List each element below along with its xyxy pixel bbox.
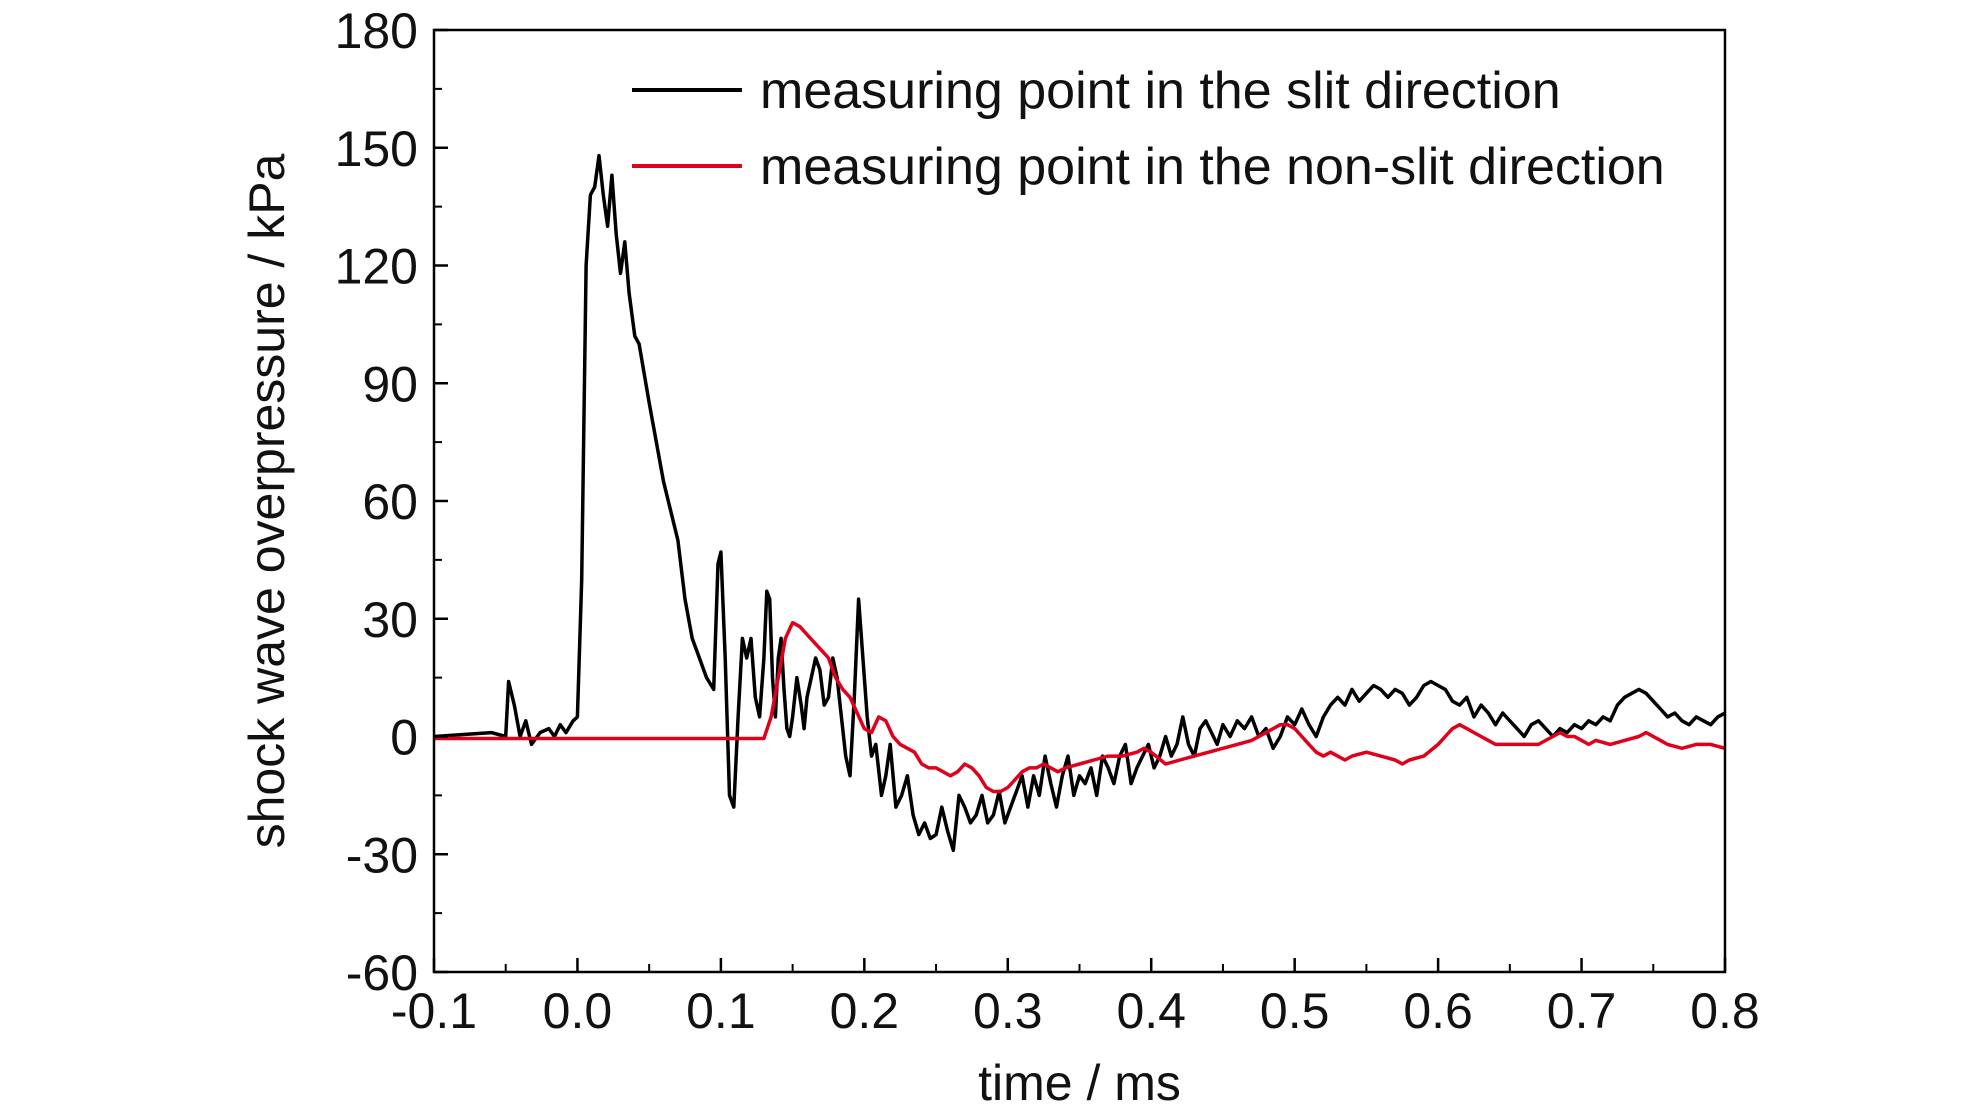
x-axis-title: time / ms <box>978 1055 1181 1110</box>
x-axis-ticks: -0.1 0.0 0.1 0.2 0.3 0.4 0.5 0.6 0.7 0.8 <box>391 958 1760 1039</box>
y-tick-label: 90 <box>362 356 418 412</box>
y-tick-label: 60 <box>362 474 418 530</box>
y-axis-ticks: -60 -30 0 30 60 90 120 150 180 <box>335 3 448 1001</box>
x-tick-label: 0.2 <box>830 983 900 1039</box>
series-line-2 <box>434 620 1725 794</box>
y-tick-label: 180 <box>335 3 418 59</box>
x-tick-label: 0.7 <box>1547 983 1617 1039</box>
y-tick-label: -30 <box>346 827 418 883</box>
x-tick-label: -0.1 <box>391 983 477 1039</box>
x-tick-label: 0.8 <box>1690 983 1760 1039</box>
y-tick-label: 150 <box>335 121 418 177</box>
y-tick-label: -60 <box>346 945 418 1001</box>
legend-label-2: measuring point in the non-slit directio… <box>760 138 1665 196</box>
x-tick-label: 0.1 <box>686 983 756 1039</box>
x-tick-label: 0.4 <box>1116 983 1186 1039</box>
y-tick-label: 0 <box>390 710 418 766</box>
y-tick-label: 30 <box>362 592 418 648</box>
y-tick-label: 120 <box>335 239 418 295</box>
x-tick-label: 0.6 <box>1403 983 1473 1039</box>
legend: measuring point in the slit direction mea… <box>632 62 1665 196</box>
series-line-1 <box>434 153 1725 853</box>
x-tick-label: 0.3 <box>973 983 1043 1039</box>
x-tick-label: 0.0 <box>543 983 613 1039</box>
legend-label-1: measuring point in the slit direction <box>760 62 1561 120</box>
x-tick-label: 0.5 <box>1260 983 1330 1039</box>
y-axis-title: shock wave overpressure / kPa <box>239 153 295 848</box>
plot-area <box>434 153 1725 853</box>
